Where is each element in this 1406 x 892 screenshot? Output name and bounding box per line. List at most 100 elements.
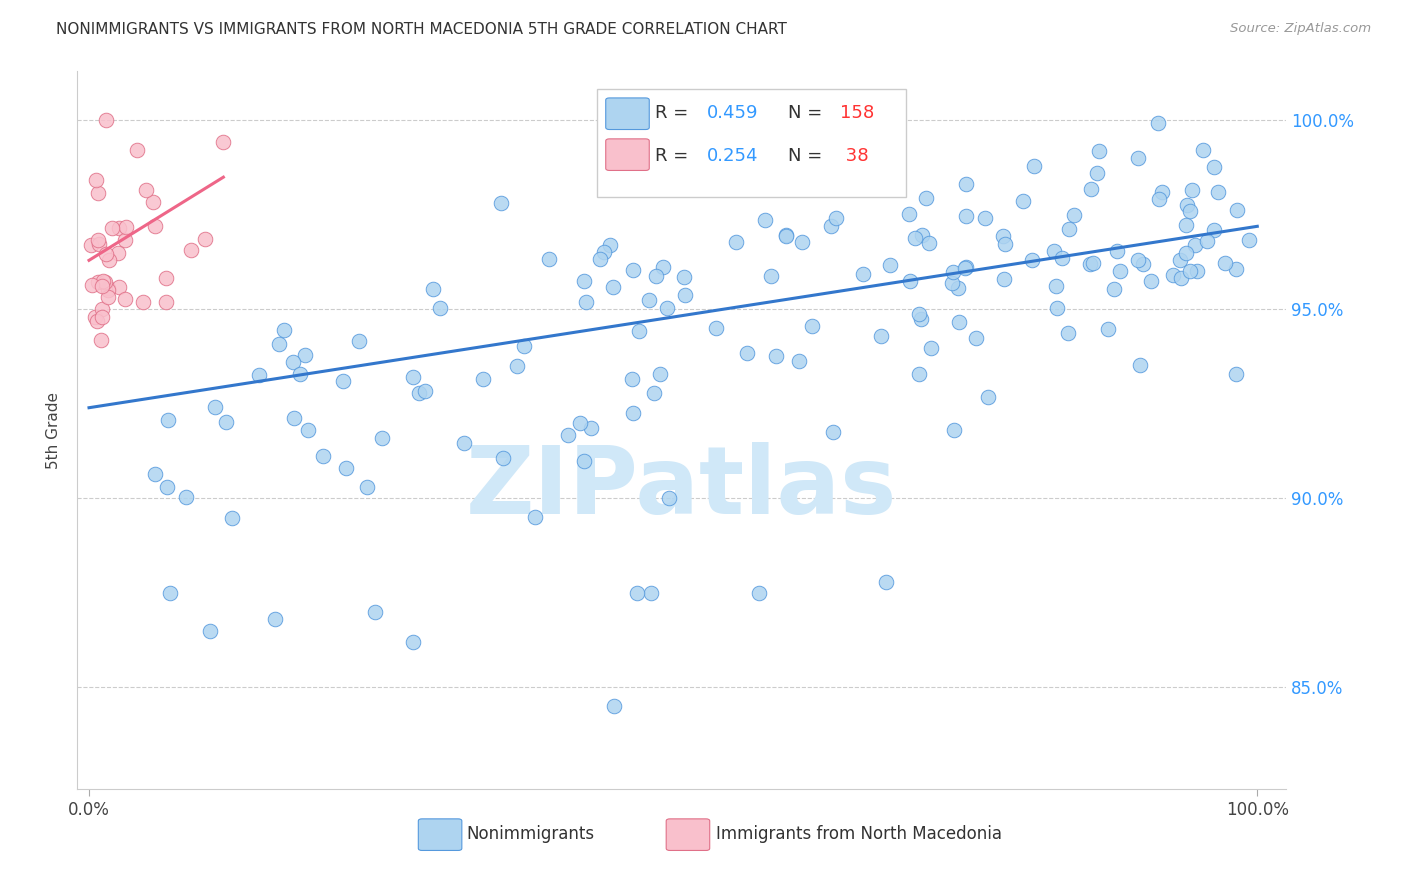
Point xyxy=(599,237,621,252)
Text: Source: ZipAtlas.com: Source: ZipAtlas.com xyxy=(1230,22,1371,36)
Point xyxy=(347,334,370,349)
Point xyxy=(1132,257,1154,271)
Point xyxy=(974,211,997,226)
Point xyxy=(910,311,932,326)
Text: ZIPatlas: ZIPatlas xyxy=(467,442,897,533)
Point xyxy=(335,461,357,475)
Point xyxy=(80,237,103,252)
Point xyxy=(655,301,678,315)
Point xyxy=(955,209,977,223)
Point xyxy=(1088,145,1111,159)
Point xyxy=(754,212,776,227)
Point xyxy=(538,252,561,266)
Point xyxy=(247,368,270,383)
Point xyxy=(579,421,602,435)
Point xyxy=(332,375,354,389)
Point xyxy=(1021,252,1043,267)
Point xyxy=(643,385,665,400)
Point xyxy=(135,183,157,197)
Point xyxy=(948,280,970,294)
Point xyxy=(283,410,305,425)
Point xyxy=(101,221,124,235)
Point xyxy=(90,333,112,347)
Point xyxy=(131,294,153,309)
Point xyxy=(621,262,644,277)
Point xyxy=(1237,233,1260,247)
Point xyxy=(96,112,118,127)
Point xyxy=(1192,143,1215,157)
Point xyxy=(114,292,136,306)
Point xyxy=(1102,282,1125,296)
Point xyxy=(114,233,136,247)
Point xyxy=(557,428,579,442)
Point xyxy=(621,372,644,386)
Point xyxy=(98,252,121,267)
Point xyxy=(621,406,644,420)
Point xyxy=(194,232,217,246)
Point xyxy=(976,391,998,405)
Point xyxy=(422,282,444,296)
Point xyxy=(735,346,758,360)
Point xyxy=(1175,219,1198,233)
Point xyxy=(273,323,295,337)
Point xyxy=(97,281,120,295)
Point xyxy=(1168,252,1191,267)
Point xyxy=(1046,301,1069,315)
Point xyxy=(87,237,110,252)
Point xyxy=(371,431,394,445)
Point xyxy=(90,279,112,293)
Point xyxy=(1215,256,1237,270)
Point xyxy=(471,372,494,386)
Point xyxy=(991,229,1014,244)
Point xyxy=(965,331,987,345)
Point xyxy=(879,258,901,272)
Point xyxy=(94,275,117,289)
Point xyxy=(575,295,598,310)
Point xyxy=(651,260,673,274)
Point xyxy=(1097,322,1119,336)
Point xyxy=(1185,264,1208,278)
Point xyxy=(506,359,529,373)
Point xyxy=(1178,264,1201,278)
Point xyxy=(955,260,977,275)
Point xyxy=(918,236,941,251)
Point xyxy=(1057,221,1080,235)
Point xyxy=(1140,275,1163,289)
Text: Immigrants from North Macedonia: Immigrants from North Macedonia xyxy=(716,825,1001,843)
Point xyxy=(283,355,305,369)
Text: N =: N = xyxy=(789,104,828,122)
Point xyxy=(143,219,166,233)
Point xyxy=(1057,326,1080,340)
Point xyxy=(994,237,1017,252)
Point xyxy=(204,400,226,414)
Point xyxy=(1225,367,1247,381)
Point xyxy=(1175,246,1198,260)
Point xyxy=(748,586,770,600)
Point xyxy=(1225,261,1247,276)
Point xyxy=(759,268,782,283)
Point xyxy=(911,227,934,242)
Point xyxy=(915,191,938,205)
Point xyxy=(402,369,425,384)
Point xyxy=(942,265,965,279)
Point xyxy=(572,274,595,288)
Text: R =: R = xyxy=(655,104,695,122)
Point xyxy=(429,301,451,315)
Point xyxy=(898,207,921,221)
Point xyxy=(602,279,624,293)
Point xyxy=(87,186,110,201)
Point xyxy=(97,290,120,304)
Point xyxy=(294,348,316,362)
Point xyxy=(489,196,512,211)
Point xyxy=(91,274,114,288)
Point xyxy=(672,270,695,285)
Y-axis label: 5th Grade: 5th Grade xyxy=(46,392,62,469)
Point xyxy=(408,385,430,400)
Point xyxy=(658,491,681,506)
Point xyxy=(852,268,875,282)
Point xyxy=(87,276,110,290)
Point xyxy=(650,367,672,381)
FancyBboxPatch shape xyxy=(606,98,650,129)
Point xyxy=(908,307,931,321)
Point xyxy=(180,243,202,257)
